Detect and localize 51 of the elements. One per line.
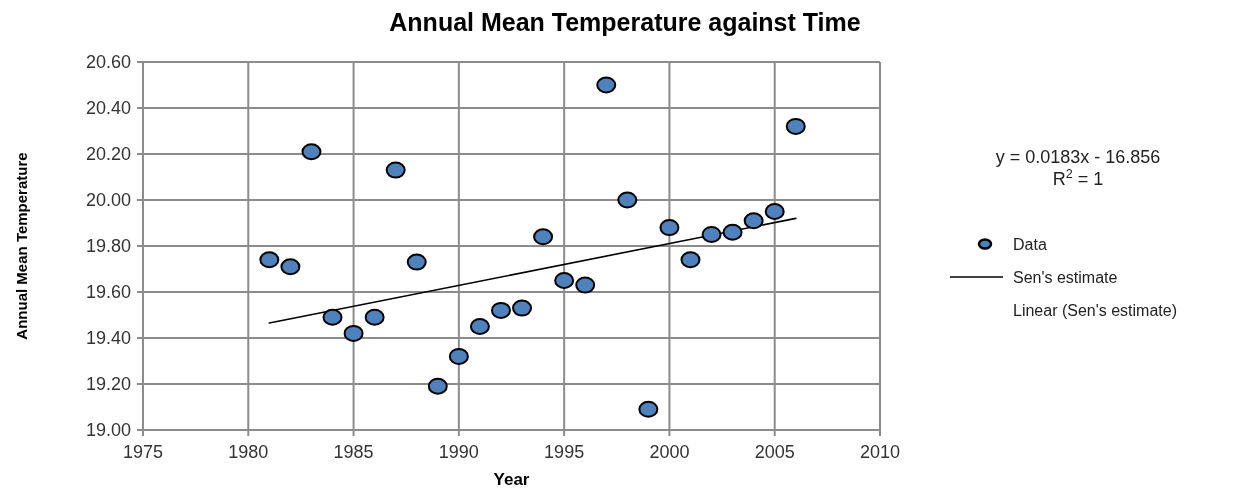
x-tick-label: 1995	[544, 442, 585, 462]
point	[469, 318, 490, 335]
x-tick-label: 1990	[438, 442, 479, 462]
point	[554, 272, 575, 289]
y-tick-label: 20.40	[85, 98, 131, 118]
point	[659, 219, 680, 237]
point	[301, 143, 322, 161]
text: Linear (Sen's estimate)	[1013, 302, 1178, 319]
x-tick-label: 2000	[649, 442, 690, 462]
x-axis-title: Year	[493, 470, 530, 489]
y-tick-label: 20.60	[85, 52, 131, 72]
point	[575, 276, 596, 294]
chart-title: Annual Mean Temperature against Time	[389, 8, 861, 36]
legend-label: Sen's estimate	[1013, 269, 1118, 286]
x-tick-label: 1985	[333, 442, 374, 462]
point	[343, 324, 364, 342]
point	[490, 301, 511, 319]
y-tick-label: 19.40	[85, 328, 131, 348]
point	[448, 347, 469, 365]
point	[512, 299, 533, 317]
point	[406, 253, 427, 271]
y-tick-label: 20.20	[85, 144, 131, 164]
y-tick-label: 19.80	[85, 236, 131, 256]
text: y = 0.0183x - 16.856	[995, 147, 1161, 167]
point	[385, 161, 406, 179]
point	[638, 400, 659, 418]
point	[533, 228, 554, 246]
point	[764, 203, 785, 220]
x-tick-label: 2005	[754, 442, 795, 462]
point	[701, 226, 722, 243]
point	[743, 212, 764, 230]
point	[364, 308, 385, 326]
x-tick-label: 2010	[859, 442, 901, 462]
y-tick-label: 19.60	[85, 282, 131, 302]
point	[722, 223, 743, 241]
point	[280, 258, 301, 276]
x-tick-label: 1980	[228, 442, 269, 462]
y-tick-label: 19.20	[85, 374, 131, 394]
y-tick-label: 19.00	[85, 420, 131, 440]
point	[617, 191, 638, 209]
text: R$^{2}$ = 1	[1052, 167, 1104, 189]
point	[680, 251, 701, 269]
point	[596, 76, 617, 94]
y-axis-title: Annual Mean Temperature	[13, 152, 30, 340]
point	[259, 251, 280, 269]
y-tick-label: 20.00	[85, 190, 131, 210]
point	[427, 377, 448, 395]
point	[322, 308, 343, 326]
point	[785, 117, 806, 135]
x-tick-label: 1975	[122, 442, 164, 462]
legend-label: Data	[1013, 236, 1047, 253]
